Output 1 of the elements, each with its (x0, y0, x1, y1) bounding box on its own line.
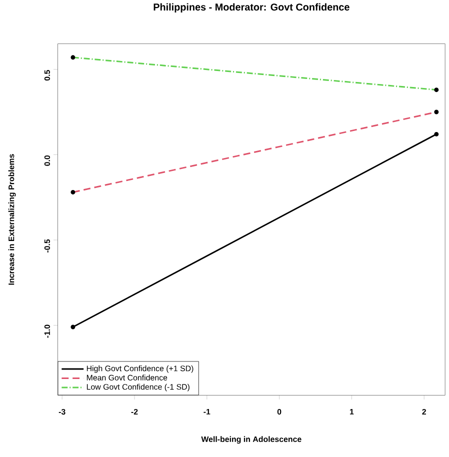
chart-title: Philippines - Moderator: Govt Confidence (154, 3, 350, 13)
